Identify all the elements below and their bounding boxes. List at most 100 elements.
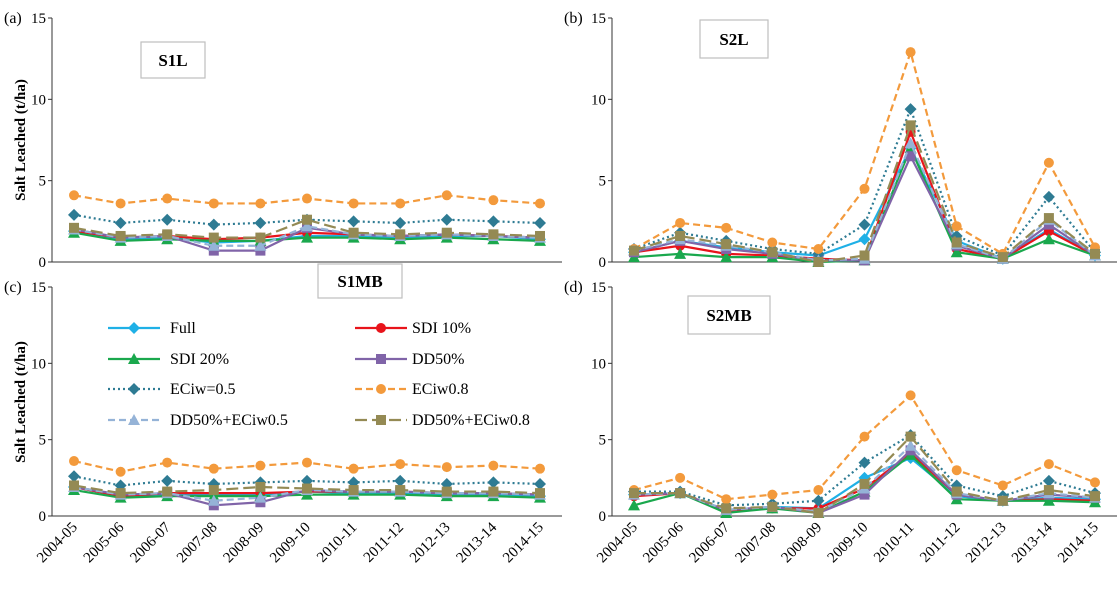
panel-title: S2L <box>719 30 748 49</box>
data-point <box>255 198 266 209</box>
legend-marker <box>128 353 140 364</box>
y-axis-label: Salt Leached (t/ha) <box>13 341 29 463</box>
legend: Full SDI 10% SDI 20% DD50% ECiw=0.5 ECiw0.8 DD… <box>108 320 530 429</box>
panel-s2l: 0 5 10 15 (b) S2L <box>564 10 1117 271</box>
data-point <box>348 463 359 474</box>
x-tick-label: 2010-11 <box>314 520 360 566</box>
y-tick-label: 15 <box>591 11 606 27</box>
panel-s1l: 0 5 10 15 (a) S1L <box>4 10 562 271</box>
series-line <box>73 218 541 239</box>
data-point <box>905 120 916 131</box>
legend-marker <box>128 383 140 395</box>
y-tick-label: 15 <box>31 11 46 27</box>
legend-marker <box>128 322 140 334</box>
data-point <box>161 474 174 487</box>
data-point <box>767 247 778 258</box>
legend-entry: DD50%+ECiw0.8 <box>355 412 530 429</box>
y-tick-label: 5 <box>599 433 607 449</box>
data-point <box>395 229 406 240</box>
data-point <box>951 237 962 248</box>
y-tick-label: 15 <box>591 280 606 296</box>
data-point <box>441 227 452 238</box>
x-tick-label: 2006-07 <box>127 519 174 566</box>
y-tick-label: 10 <box>591 92 606 108</box>
panel-title-box <box>687 295 771 335</box>
data-point <box>905 151 916 162</box>
data-point <box>629 245 639 256</box>
data-point <box>254 491 267 503</box>
data-point <box>348 198 359 209</box>
data-point <box>395 485 406 496</box>
x-tick-label: 2010-11 <box>871 520 917 566</box>
data-point <box>767 237 778 248</box>
x-tick-label: 2014-15 <box>1055 520 1102 567</box>
y-tick-label: 0 <box>599 255 607 271</box>
series-dd50-eciw0-8 <box>629 431 1100 518</box>
x-tick-label: 2013-14 <box>1009 519 1056 566</box>
data-point <box>1043 459 1054 470</box>
legend-entry: SDI 20% <box>108 351 229 368</box>
data-point <box>69 190 79 201</box>
series-line <box>73 225 541 247</box>
series-dd50-eciw0-8 <box>69 480 545 499</box>
data-point <box>674 247 687 259</box>
series-dd50-eciw0-8 <box>69 214 545 243</box>
data-point <box>302 457 312 468</box>
data-point <box>301 231 313 243</box>
y-tick-label: 10 <box>591 356 606 372</box>
data-point <box>1042 474 1055 487</box>
legend-marker <box>128 414 140 425</box>
data-point <box>1043 213 1054 224</box>
legend-marker <box>376 384 386 394</box>
data-point <box>395 198 406 209</box>
data-point <box>904 137 917 149</box>
data-point <box>1090 477 1100 488</box>
panel-label: (d) <box>564 279 583 296</box>
legend-label: ECiw=0.5 <box>170 381 235 398</box>
data-point <box>904 103 917 116</box>
legend-label: ECiw0.8 <box>412 381 468 398</box>
panel-label: (b) <box>564 10 583 27</box>
data-point <box>208 198 219 209</box>
data-point <box>859 183 870 194</box>
legend-entry: ECiw=0.5 <box>108 381 235 398</box>
data-point <box>488 486 499 497</box>
data-point <box>721 222 732 233</box>
x-tick-label: 2008-09 <box>221 520 268 567</box>
data-point <box>535 230 545 241</box>
data-point <box>534 216 546 229</box>
data-point <box>721 239 732 250</box>
panel-title-box <box>317 263 403 299</box>
data-point <box>534 477 546 490</box>
data-point <box>347 215 360 228</box>
data-point <box>255 460 266 471</box>
data-point <box>951 221 962 232</box>
series-line <box>73 484 541 495</box>
y-axis-label: Salt Leached (t/ha) <box>13 79 29 201</box>
y-tick-label: 5 <box>39 174 47 190</box>
x-tick-label: 2011-12 <box>361 520 407 566</box>
data-point <box>628 499 640 511</box>
data-point <box>629 488 639 499</box>
legend-label: SDI 10% <box>412 320 471 337</box>
x-tick-label: 2006-07 <box>686 519 733 566</box>
data-point <box>1042 233 1055 245</box>
data-point <box>720 251 733 263</box>
legend-label: DD50%+ECiw0.8 <box>412 412 530 429</box>
series-line <box>633 124 1096 264</box>
data-point <box>162 229 173 240</box>
data-point <box>813 507 824 518</box>
data-point <box>207 239 220 251</box>
data-point <box>951 486 962 497</box>
x-tick-label: 2012-13 <box>963 520 1010 567</box>
data-point <box>441 462 452 473</box>
data-point <box>394 216 407 229</box>
data-point <box>115 198 126 209</box>
x-tick-label: 2013-14 <box>454 519 501 566</box>
data-point <box>114 216 127 229</box>
series-eciw0-8 <box>69 190 545 209</box>
data-point <box>488 195 499 206</box>
data-point <box>535 488 545 499</box>
data-point <box>441 190 452 201</box>
